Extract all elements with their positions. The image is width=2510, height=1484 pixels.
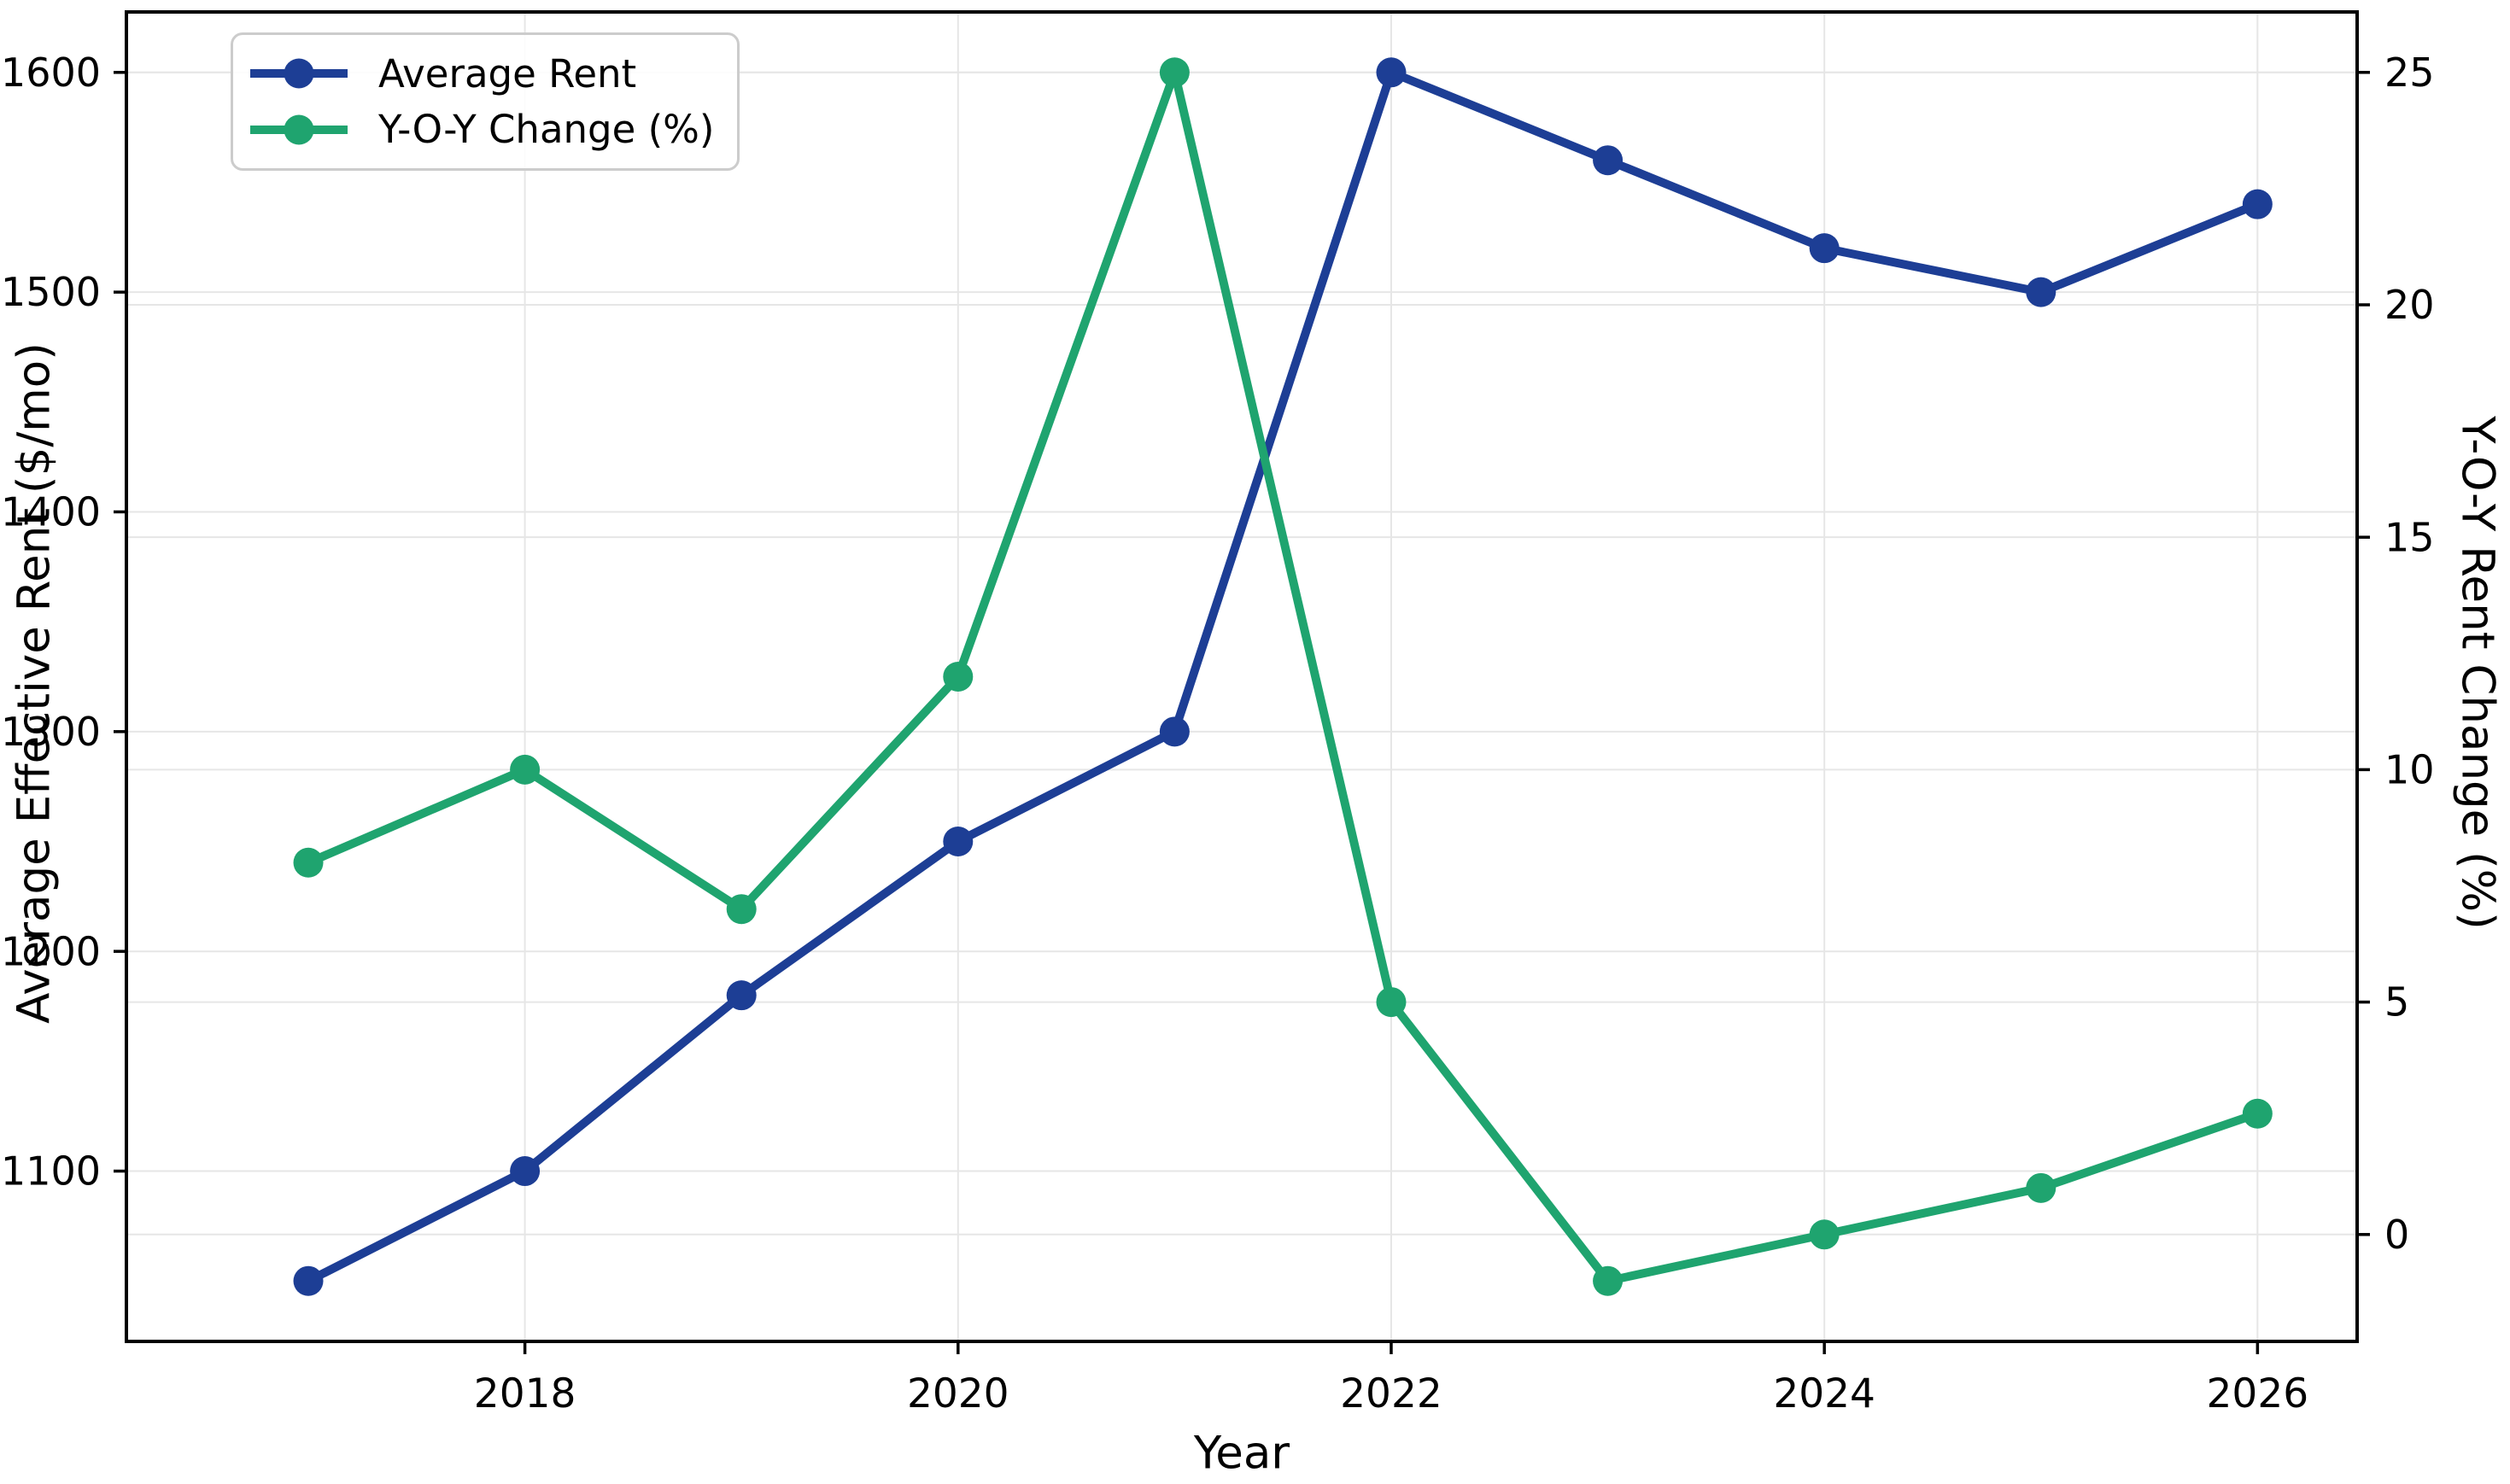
average-rent-point-2017 [293, 1265, 324, 1296]
legend-label-yoy-change: Y-O-Y Change (%) [378, 107, 715, 153]
average-rent-line-swatch [250, 58, 348, 89]
right-axis-title: Y-O-Y Rent Change (%) [2451, 416, 2504, 930]
right-tick-label: 20 [2384, 282, 2435, 328]
y-o-y-change-line [304, 67, 2262, 1286]
legend-label-average-rent: Average Rent [378, 50, 637, 96]
average-rent-point-2019 [726, 980, 757, 1011]
y-o-y-change-point-2026 [2242, 1098, 2273, 1129]
average-rent-point-2018 [510, 1156, 541, 1187]
left-tick-label: 1300 [1, 709, 101, 755]
left-tick-label: 1500 [1, 269, 101, 315]
y-o-y-change-point-2021 [1159, 57, 1190, 88]
y-o-y-change-point-2024 [1809, 1219, 1840, 1250]
average-rent-point-2023 [1593, 145, 1624, 176]
average-rent-point-2026 [2242, 189, 2273, 219]
y-o-y-change-point-2022 [1376, 987, 1407, 1018]
right-tick-label: 15 [2384, 514, 2435, 560]
y-o-y-change-point-2023 [1593, 1265, 1624, 1296]
y-o-y-change-point-2019 [726, 894, 757, 925]
yoy-change-line-swatch [250, 114, 348, 145]
legend: Average Rent Y-O-Y Change (%) [231, 32, 740, 171]
y-o-y-change-point-2025 [2026, 1172, 2057, 1203]
right-tick-label: 25 [2384, 50, 2435, 96]
y-o-y-change-point-2017 [293, 847, 324, 878]
left-tick-label: 1100 [1, 1148, 101, 1195]
x-tick-label: 2020 [907, 1370, 1009, 1417]
average-rent-point-2025 [2026, 277, 2057, 307]
legend-entry-average-rent: Average Rent [242, 51, 728, 96]
average-rent-point-2020 [943, 827, 974, 857]
right-tick-label: 10 [2384, 746, 2435, 792]
average-rent-point-2022 [1376, 57, 1407, 88]
x-axis-title: Year [1193, 1427, 1290, 1480]
right-tick-label: 5 [2384, 979, 2409, 1025]
average-rent-point-2024 [1809, 233, 1840, 264]
average-rent-line [304, 67, 2262, 1286]
left-axis-title: Average Effective Rent ($/mo) [8, 342, 61, 1024]
legend-entry-yoy-change: Y-O-Y Change (%) [242, 107, 728, 152]
average-rent-point-2021 [1159, 716, 1190, 747]
right-tick-label: 0 [2384, 1212, 2409, 1258]
x-tick-label: 2018 [474, 1370, 576, 1417]
x-tick-label: 2022 [1340, 1370, 1442, 1417]
y-o-y-change-point-2020 [943, 662, 974, 692]
left-tick-label: 1400 [1, 489, 101, 535]
plot-border [125, 10, 2359, 1343]
y-o-y-change-point-2018 [510, 754, 541, 785]
x-tick-label: 2026 [2207, 1370, 2309, 1417]
x-tick-label: 2024 [1773, 1370, 1875, 1417]
left-tick-label: 1600 [1, 50, 101, 96]
left-tick-label: 1200 [1, 928, 101, 974]
